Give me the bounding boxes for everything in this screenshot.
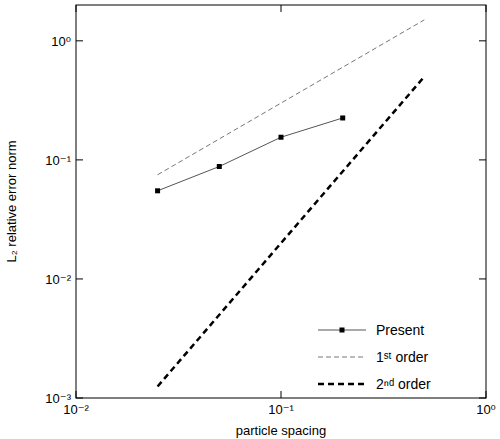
legend-swatch (318, 383, 366, 386)
x-tick (281, 5, 282, 12)
legend: Present 1ˢᵗ order 2ⁿᵈ order (318, 322, 431, 392)
marker (279, 135, 284, 140)
y-tick (479, 159, 486, 160)
series-line (158, 118, 343, 191)
x-tick (281, 391, 282, 398)
x-tick-label: 10⁰ (476, 402, 496, 417)
legend-marker (340, 328, 345, 333)
marker (340, 115, 345, 120)
x-axis-title: particle spacing (236, 423, 326, 438)
marker (155, 188, 160, 193)
y-tick (479, 40, 486, 41)
y-tick-label: 10⁰ (51, 34, 71, 49)
y-tick-label: 10⁻³ (45, 391, 71, 406)
x-tick (76, 391, 77, 398)
y-tick-label: 10⁻² (45, 272, 71, 287)
y-tick (76, 159, 83, 160)
y-tick (76, 40, 83, 41)
legend-label: Present (376, 322, 424, 338)
y-tick (76, 278, 83, 279)
y-axis-title: L₂ relative error norm (4, 140, 19, 262)
marker (217, 164, 222, 169)
y-tick (479, 398, 486, 399)
y-tick (76, 398, 83, 399)
y-tick (479, 278, 486, 279)
x-tick (486, 5, 487, 12)
plot-frame (76, 5, 486, 398)
series-line (158, 20, 425, 175)
chart: 10⁻²10⁻¹10⁰10⁻³10⁻²10⁻¹10⁰particle spaci… (0, 0, 500, 439)
legend-label: 1ˢᵗ order (376, 349, 429, 365)
legend-label: 2ⁿᵈ order (376, 376, 431, 392)
plot-area (155, 20, 424, 387)
x-tick (486, 391, 487, 398)
series-line (158, 77, 425, 387)
y-tick-label: 10⁻¹ (45, 153, 71, 168)
x-tick (76, 5, 77, 12)
x-tick-label: 10⁻¹ (268, 402, 294, 417)
legend-swatch (318, 357, 366, 358)
